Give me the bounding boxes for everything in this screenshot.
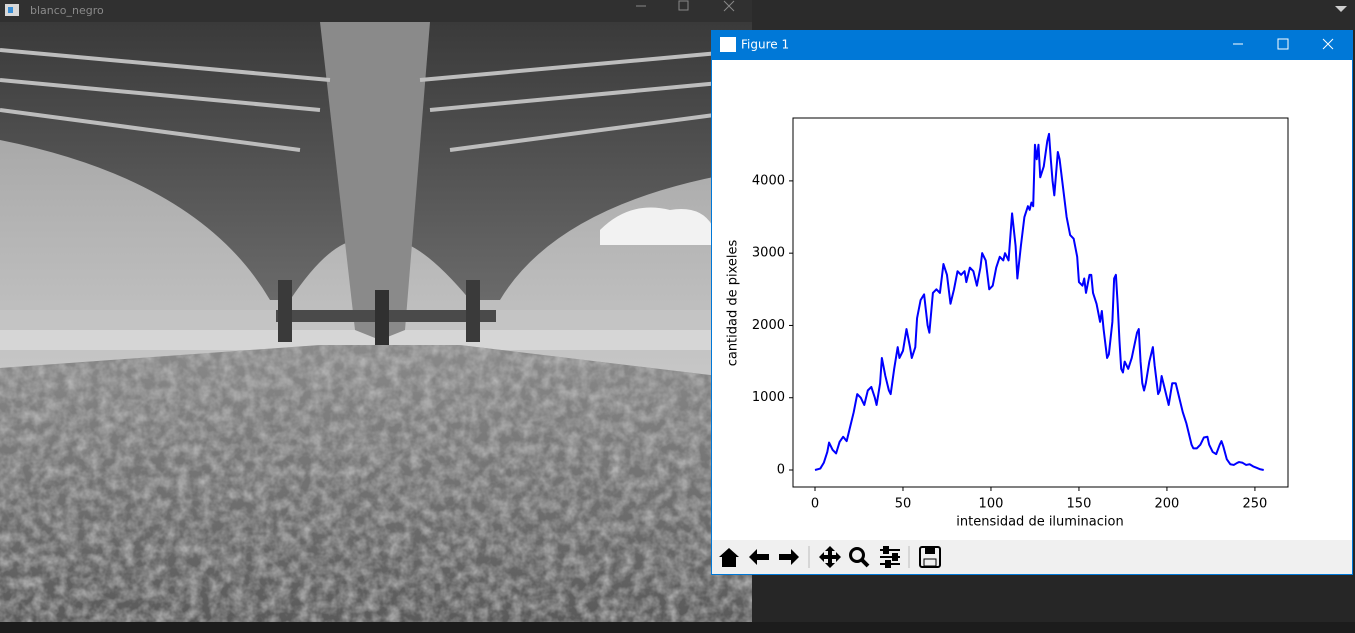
pan-button[interactable] — [819, 546, 841, 568]
maximize-button[interactable] — [1277, 38, 1289, 50]
window-title: Figure 1 — [741, 38, 789, 52]
x-axis-label: intensidad de iluminacion — [956, 515, 1123, 530]
y-tick-label: 3000 — [752, 246, 785, 261]
home-button[interactable] — [719, 548, 739, 567]
dropdown-icon[interactable] — [1335, 6, 1347, 12]
y-tick-label: 4000 — [752, 173, 785, 188]
back-button[interactable] — [749, 549, 769, 565]
y-tick-label: 1000 — [752, 390, 785, 405]
window-icon-detail — [8, 7, 13, 13]
y-axis-label: cantidad de pixeles — [726, 239, 741, 366]
axes-frame — [792, 117, 1289, 488]
x-tick-label: 150 — [1067, 497, 1092, 512]
zoom-button[interactable] — [849, 547, 870, 568]
save-button[interactable] — [919, 546, 941, 568]
toolbar — [712, 540, 1352, 574]
y-tick-label: 0 — [777, 463, 785, 478]
title-bar — [0, 0, 752, 22]
forward-button[interactable] — [779, 549, 799, 565]
taskbar-area — [752, 0, 1355, 30]
maximize-button[interactable] — [678, 0, 689, 11]
image-window: blanco_negro — [0, 0, 753, 622]
x-tick-label: 0 — [811, 497, 819, 512]
x-tick-label: 250 — [1243, 497, 1268, 512]
x-tick-label: 100 — [979, 497, 1004, 512]
toolbar-buttons — [719, 546, 941, 568]
x-tick-label: 50 — [895, 497, 912, 512]
window-icon — [720, 37, 736, 52]
close-button[interactable] — [723, 0, 735, 12]
close-button[interactable] — [1322, 38, 1334, 50]
x-tick-label: 200 — [1155, 497, 1180, 512]
y-tick-label: 2000 — [752, 318, 785, 333]
window-title: blanco_negro — [30, 4, 104, 17]
histogram-line — [814, 132, 1264, 471]
photo — [0, 22, 753, 622]
figure-window: Figure 1 intensidad de iluminacion canti… — [711, 30, 1353, 575]
plot: intensidad de iluminacion cantidad de pi… — [726, 117, 1289, 530]
bottom-strip — [0, 622, 1355, 633]
configure-button[interactable] — [880, 546, 900, 568]
